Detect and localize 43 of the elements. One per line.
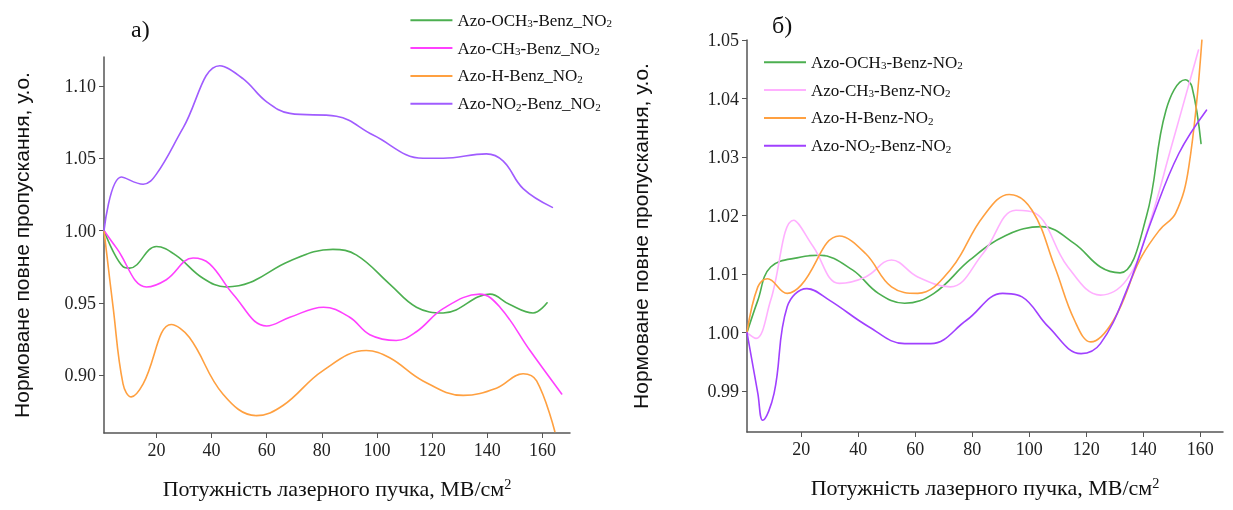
legend-label: Azo-H-Benz_NO2: [457, 66, 583, 86]
y-tick-label: 0.90: [64, 365, 96, 386]
x-tick-label: 100: [363, 440, 391, 460]
x-tick-label: 120: [418, 440, 446, 460]
legend-label: Azo-NO2-Benz-NO2: [811, 136, 952, 156]
y-tick-label: 1.05: [707, 30, 739, 50]
x-tick-label: 80: [963, 439, 982, 459]
x-tick-label: 20: [147, 440, 166, 460]
legend-label: Azo-OCH3-Benz_NO2: [457, 10, 613, 30]
x-tick-label: 160: [1186, 439, 1214, 459]
x-tick-label: 160: [528, 440, 556, 460]
y-tick-label: 1.01: [707, 264, 739, 285]
x-tick-label: 100: [1015, 439, 1043, 459]
y-tick-label: 1.00: [64, 220, 96, 241]
legend-label: Azo-CH3-Benz_NO2: [457, 38, 600, 58]
line-series: [103, 229, 563, 395]
y-axis-title: Нормоване повне пропускання, у.о.: [10, 72, 33, 418]
y-tick-label: 1.03: [707, 147, 739, 168]
x-tick-label: 80: [312, 440, 331, 460]
chart-title: б): [772, 12, 793, 38]
y-axis-title: Нормоване повне пропускання, у.о.: [629, 63, 652, 409]
x-tick-label: 140: [473, 440, 501, 460]
y-tick-label: 1.00: [707, 322, 739, 343]
x-tick-label: 20: [792, 439, 811, 459]
x-tick-label: 120: [1072, 439, 1100, 459]
x-tick-label: 140: [1129, 439, 1157, 459]
y-tick-label: 0.99: [707, 381, 739, 402]
x-tick-label: 40: [202, 440, 221, 460]
legend-label: Azo-CH3-Benz-NO2: [811, 80, 951, 100]
y-tick-label: 1.04: [707, 88, 739, 109]
chart-title: а): [131, 16, 150, 42]
legend-label: Azo-NO2-Benz_NO2: [457, 94, 601, 114]
y-tick-label: 1.02: [707, 205, 739, 226]
y-tick-label: 1.10: [64, 75, 96, 96]
line-series: [103, 229, 556, 433]
x-tick-label: 40: [849, 439, 868, 459]
y-tick-label: 0.95: [64, 292, 96, 313]
legend-label: Azo-H-Benz-NO2: [811, 108, 934, 128]
legend-label: Azo-OCH3-Benz-NO2: [811, 52, 963, 72]
x-tick-label: 60: [906, 439, 925, 459]
y-tick-label: 1.05: [64, 148, 96, 169]
x-tick-label: 60: [257, 440, 276, 460]
line-series: [746, 109, 1208, 422]
